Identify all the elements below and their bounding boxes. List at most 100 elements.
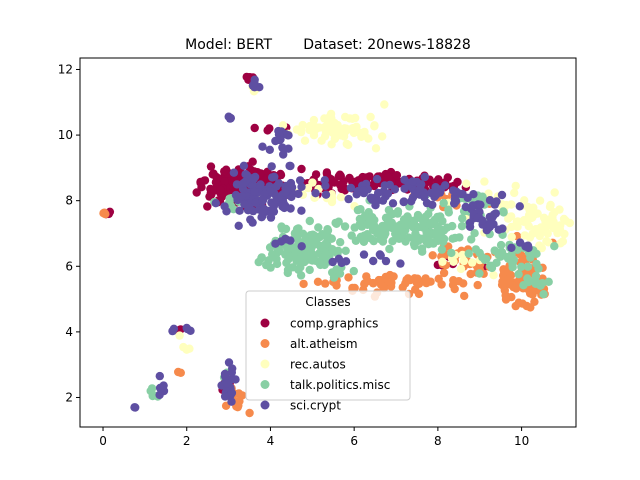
data-point: [366, 193, 376, 202]
data-point: [527, 213, 536, 223]
data-point: [436, 232, 446, 241]
data-point: [349, 266, 358, 276]
data-point: [300, 136, 310, 145]
data-point: [459, 256, 469, 266]
data-point: [175, 331, 184, 340]
y-tick-label: 12: [58, 62, 73, 76]
data-point: [500, 286, 509, 295]
data-point: [468, 258, 477, 267]
data-point: [291, 247, 301, 257]
data-point: [305, 265, 314, 275]
data-point: [496, 252, 505, 261]
data-point: [556, 221, 565, 230]
data-point: [262, 260, 271, 270]
data-point: [298, 120, 307, 130]
data-point: [225, 114, 235, 123]
data-point: [540, 215, 550, 224]
data-point: [331, 218, 340, 228]
data-point: [355, 220, 364, 229]
data-point: [476, 200, 485, 209]
data-point: [311, 170, 321, 179]
data-point: [294, 189, 303, 199]
data-point: [507, 232, 516, 242]
data-point: [280, 188, 290, 197]
data-point: [565, 218, 574, 228]
data-point: [449, 276, 458, 285]
data-point: [378, 132, 387, 141]
data-point: [297, 242, 306, 251]
data-point: [460, 291, 469, 301]
legend-marker: [260, 400, 270, 410]
data-point: [266, 213, 276, 222]
data-point: [297, 164, 306, 174]
data-point: [283, 268, 292, 278]
data-point: [526, 303, 535, 312]
data-point: [560, 229, 569, 239]
legend-entry: comp.graphics: [260, 317, 378, 331]
data-point: [237, 192, 247, 201]
data-point: [233, 403, 242, 412]
data-point: [337, 126, 347, 136]
data-point: [309, 131, 319, 140]
data-point: [315, 259, 324, 268]
x-tick-label: 4: [267, 434, 275, 448]
data-point: [555, 205, 564, 214]
data-point: [413, 274, 422, 283]
y-axis: 2 4 6 8 10 12: [58, 62, 80, 404]
data-point: [295, 176, 305, 185]
data-point: [440, 181, 450, 190]
data-point: [275, 135, 284, 145]
data-point: [318, 230, 327, 239]
data-point: [416, 183, 425, 193]
legend-label: sci.crypt: [290, 399, 341, 413]
data-point: [312, 124, 322, 133]
data-point: [383, 189, 393, 198]
data-point: [532, 259, 541, 269]
data-point: [257, 213, 266, 222]
data-point: [283, 244, 292, 253]
data-point: [438, 216, 447, 226]
data-point: [480, 177, 489, 186]
data-point: [321, 279, 330, 288]
data-point: [376, 276, 386, 285]
data-point: [518, 299, 527, 308]
data-point: [531, 271, 541, 281]
data-point: [511, 181, 520, 191]
data-point: [359, 250, 369, 259]
data-point: [508, 263, 517, 272]
data-point: [225, 197, 234, 206]
data-point: [168, 326, 177, 336]
data-point: [524, 243, 533, 253]
data-point: [520, 231, 529, 240]
data-point: [456, 264, 466, 274]
data-point: [535, 241, 544, 250]
data-point: [408, 193, 418, 202]
data-point: [272, 254, 281, 264]
data-point: [439, 198, 448, 208]
data-point: [456, 189, 465, 198]
data-point: [421, 212, 430, 221]
legend-title: Classes: [305, 295, 350, 309]
data-point: [517, 262, 526, 271]
data-point: [155, 371, 164, 381]
data-point: [350, 283, 359, 293]
data-point: [155, 390, 164, 400]
data-point: [489, 210, 499, 219]
data-point: [370, 121, 379, 130]
data-point: [371, 144, 381, 153]
data-point: [327, 140, 336, 149]
y-tick-label: 8: [65, 194, 73, 208]
data-point: [245, 408, 254, 418]
data-point: [499, 208, 508, 217]
data-point: [545, 202, 555, 212]
data-point: [438, 257, 447, 266]
data-point: [275, 246, 284, 256]
data-point: [417, 244, 427, 253]
data-point: [234, 221, 243, 230]
x-tick-label: 2: [183, 434, 191, 448]
data-point: [462, 179, 471, 188]
legend: Classes comp.graphics alt.atheism rec.auto…: [245, 290, 411, 413]
data-point: [268, 173, 277, 182]
data-point: [450, 195, 460, 204]
